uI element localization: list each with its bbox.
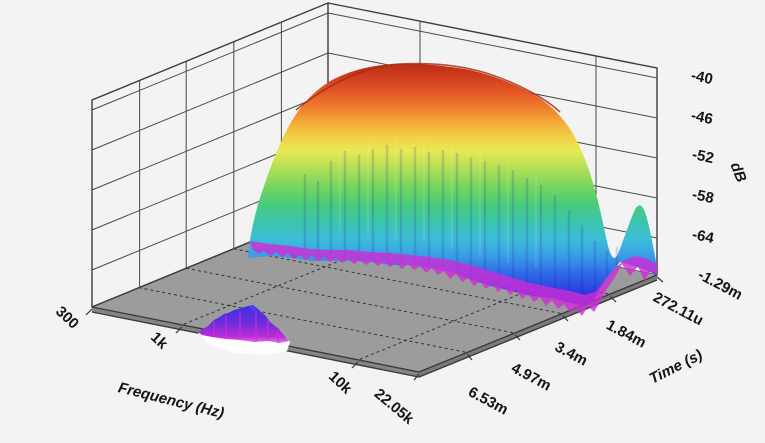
residual-peak-surface — [198, 305, 289, 343]
db-tick-neg40: -40 — [690, 67, 715, 88]
decay-surface — [248, 62, 657, 316]
surface-top-rim — [295, 62, 561, 113]
db-tick-neg58: -58 — [691, 186, 716, 207]
db-tick-neg64: -64 — [691, 226, 716, 247]
db-axis-title: dB — [727, 160, 750, 185]
axis-tick-marks — [85, 276, 664, 381]
surface-striations-light — [339, 137, 537, 269]
surface-striations-dark — [303, 144, 619, 302]
surface-magenta-fringe — [250, 241, 657, 316]
db-tick-neg46: -46 — [690, 107, 715, 128]
residual-peak-striations — [213, 311, 279, 343]
residual-peak-apex-highlight — [248, 305, 258, 311]
db-tick-neg52: -52 — [691, 146, 716, 167]
residual-peak — [198, 305, 290, 355]
